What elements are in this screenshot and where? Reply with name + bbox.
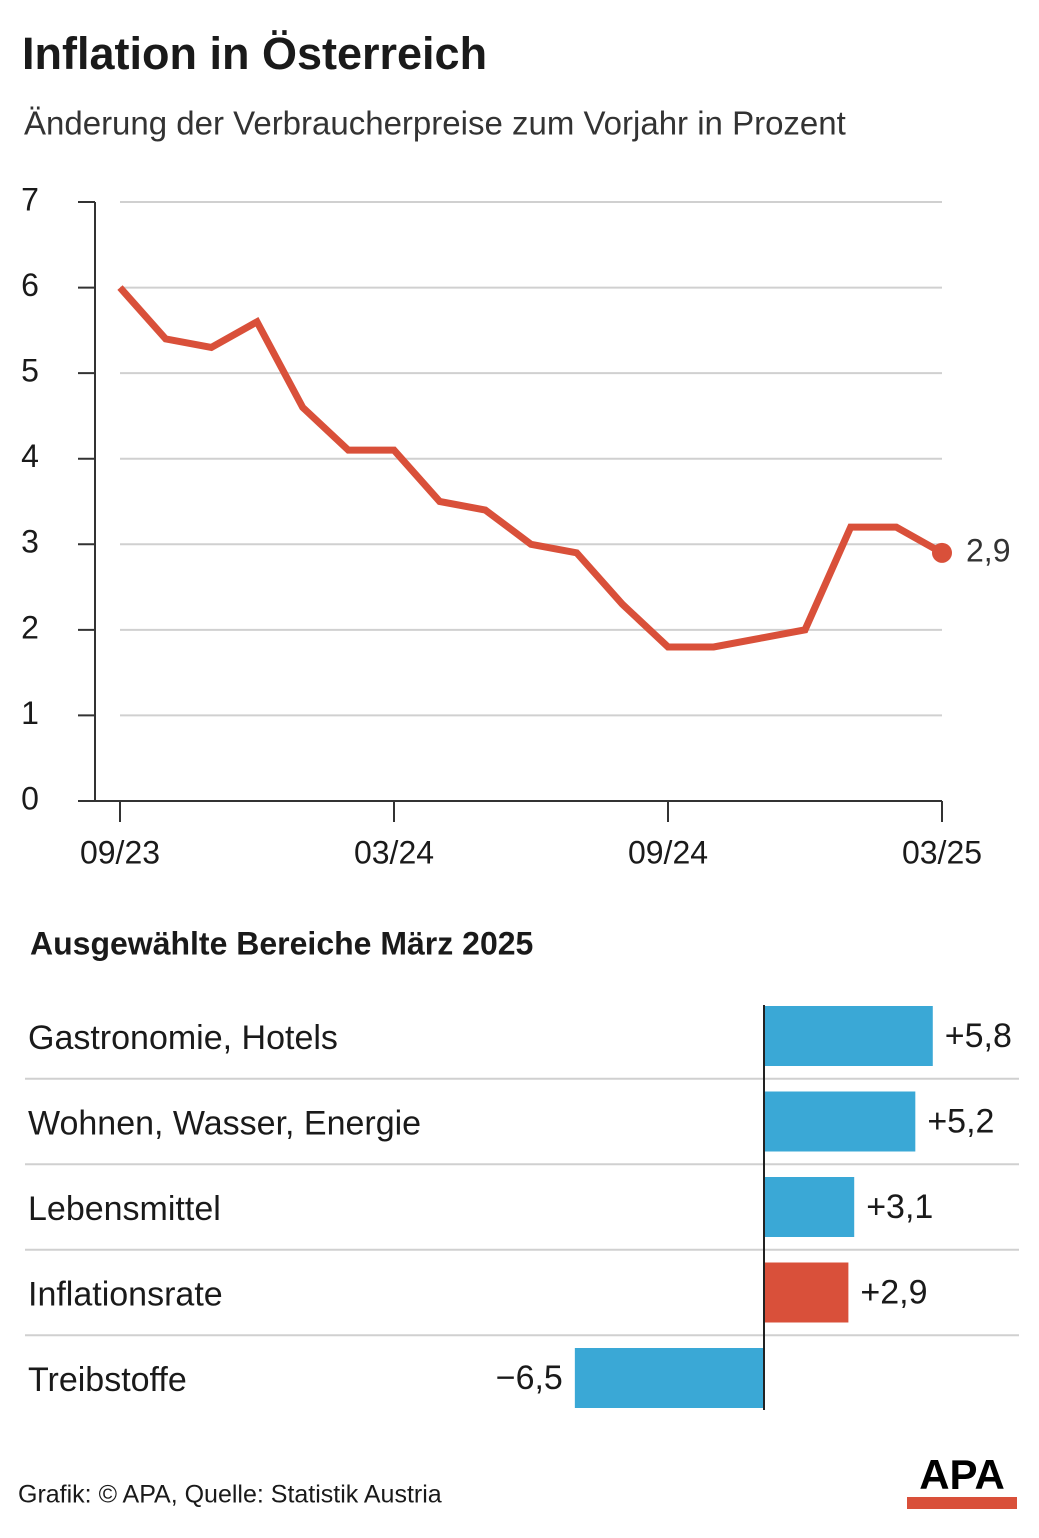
logo-bar: [907, 1497, 1017, 1509]
y-tick-label: 4: [21, 438, 39, 474]
chart-subtitle: Änderung der Verbraucherpreise zum Vorja…: [24, 105, 846, 142]
x-tick-label: 03/24: [354, 834, 434, 870]
logo: APA: [919, 1451, 1005, 1498]
value-label: +3,1: [866, 1188, 933, 1226]
bar: [764, 1262, 849, 1323]
x-tick-label: 03/25: [902, 834, 982, 870]
y-tick-label: 6: [21, 267, 39, 303]
y-tick-label: 1: [21, 695, 39, 731]
bar-title: Ausgewählte Bereiche März 2025: [30, 925, 533, 961]
value-label: +5,8: [945, 1017, 1012, 1055]
value-label: +5,2: [927, 1102, 994, 1140]
x-tick-label: 09/23: [80, 834, 160, 870]
category-label: Gastronomie, Hotels: [28, 1019, 338, 1057]
category-label: Lebensmittel: [28, 1190, 221, 1228]
category-label: Treibstoffe: [28, 1361, 187, 1399]
source-note: Grafik: © APA, Quelle: Statistik Austria: [18, 1481, 442, 1509]
y-tick-label: 0: [21, 780, 39, 816]
y-tick-label: 5: [21, 353, 39, 389]
bar: [574, 1348, 764, 1408]
y-tick-label: 3: [21, 524, 39, 560]
bar: [764, 1177, 855, 1237]
value-label: 2,9: [966, 532, 1010, 568]
x-tick-label: 09/24: [628, 834, 708, 870]
bar: [764, 1006, 933, 1066]
y-tick-label: 7: [21, 181, 39, 217]
end-point: [932, 542, 952, 563]
category-label: Inflationsrate: [28, 1275, 223, 1313]
bar: [764, 1091, 916, 1152]
value-label: −6,5: [496, 1359, 563, 1397]
value-label: +2,9: [860, 1273, 927, 1311]
category-label: Wohnen, Wasser, Energie: [28, 1104, 421, 1142]
chart-title: Inflation in Österreich: [22, 28, 487, 79]
line: [117, 285, 944, 651]
y-tick-label: 2: [21, 609, 39, 645]
